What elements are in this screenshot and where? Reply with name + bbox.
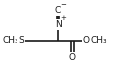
Text: O: O: [68, 53, 75, 62]
Text: CH₃: CH₃: [89, 36, 106, 45]
Text: −: −: [60, 2, 66, 8]
Text: C: C: [54, 6, 61, 16]
Text: S: S: [18, 36, 24, 45]
Text: CH₃: CH₃: [3, 36, 19, 45]
Text: +: +: [60, 15, 66, 21]
Text: O: O: [82, 36, 89, 45]
Text: N: N: [54, 20, 61, 29]
